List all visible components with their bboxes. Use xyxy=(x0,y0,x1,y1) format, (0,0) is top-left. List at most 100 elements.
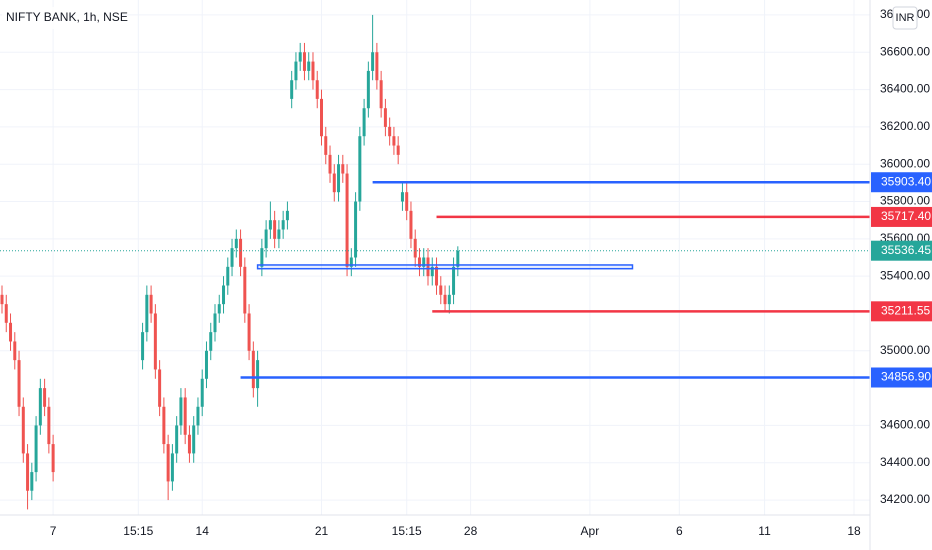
candle-body xyxy=(153,313,157,370)
candle-body xyxy=(311,61,315,81)
candle-body xyxy=(273,220,277,239)
candle-body xyxy=(222,285,226,305)
candle-body xyxy=(328,154,332,174)
candle-body xyxy=(21,406,25,454)
x-tick-label: 15:15 xyxy=(392,524,422,538)
candle-body xyxy=(400,192,404,202)
y-tick-label: 34400.00 xyxy=(880,455,930,469)
candle-body xyxy=(315,80,319,99)
level-label: 35211.55 xyxy=(881,303,930,317)
candle-body xyxy=(456,250,460,267)
candle-body xyxy=(379,80,383,109)
candle-body xyxy=(277,229,281,239)
candle-body xyxy=(294,61,298,81)
y-tick-label: 34600.00 xyxy=(880,418,930,432)
candle-body xyxy=(243,266,247,314)
candle-body xyxy=(162,406,166,445)
currency-box[interactable] xyxy=(892,6,918,30)
candle-body xyxy=(405,192,409,211)
candle-body xyxy=(375,52,379,81)
candle-body xyxy=(422,257,426,267)
candle-body xyxy=(430,266,434,277)
candle-body xyxy=(247,313,251,351)
candle-body xyxy=(324,136,328,155)
x-tick-label: 21 xyxy=(315,524,329,538)
level-label: 34856.90 xyxy=(881,370,931,384)
candle-body xyxy=(47,406,51,445)
level-label: 35717.40 xyxy=(881,209,931,223)
candle-body xyxy=(366,70,370,109)
candle-body xyxy=(192,425,196,454)
candle-body xyxy=(383,108,387,127)
candle-body xyxy=(170,453,174,482)
last-price-box xyxy=(871,240,932,261)
x-tick-label: 7 xyxy=(50,524,57,538)
x-tick-label: 14 xyxy=(196,524,210,538)
candle-body xyxy=(226,266,230,286)
y-tick-label: 36200.00 xyxy=(880,119,930,133)
candle-body xyxy=(251,350,255,389)
x-tick-label: Apr xyxy=(581,524,600,538)
candle-body xyxy=(285,210,289,221)
x-tick-label: 11 xyxy=(758,524,771,538)
candle-body xyxy=(281,220,285,230)
candle-body xyxy=(341,164,345,174)
candle-body xyxy=(443,294,447,305)
candle-body xyxy=(141,332,145,361)
candle-body xyxy=(417,257,421,267)
candle-body xyxy=(0,294,4,305)
chart-title: NIFTY BANK, 1h, NSE xyxy=(6,10,128,24)
candle-body xyxy=(196,406,200,426)
candle-body xyxy=(260,248,264,267)
candle-body xyxy=(230,248,234,267)
candle-body xyxy=(30,472,34,491)
candle-body xyxy=(145,294,149,333)
candle-body xyxy=(204,350,208,379)
y-tick-label: 35000.00 xyxy=(880,343,930,357)
candle-body xyxy=(426,257,430,277)
candle-body xyxy=(4,304,8,323)
candle-body xyxy=(320,98,323,137)
y-tick-label: 35800.00 xyxy=(880,194,930,208)
candle-body xyxy=(234,238,238,249)
candle-body xyxy=(51,444,55,473)
level-box xyxy=(871,172,932,193)
candle-body xyxy=(358,136,362,202)
zone xyxy=(256,264,634,270)
level-box xyxy=(871,367,932,388)
y-tick-label: 36600.00 xyxy=(880,44,930,58)
candle-body xyxy=(175,425,179,454)
candle-body xyxy=(349,257,353,267)
candle-body xyxy=(26,453,30,491)
last-price-label: 35536.45 xyxy=(881,243,931,257)
x-tick-label: 6 xyxy=(676,524,683,538)
candle-body xyxy=(439,285,443,295)
candle-body xyxy=(187,434,191,454)
y-tick-label: 36400.00 xyxy=(880,82,930,96)
candle-body xyxy=(290,80,294,99)
candle-body xyxy=(452,266,456,295)
candle-body xyxy=(392,136,396,146)
candle-body xyxy=(166,444,170,482)
candle-body xyxy=(302,52,306,71)
y-tick-label: 35400.00 xyxy=(880,268,930,282)
candle-body xyxy=(435,266,439,286)
candle-body xyxy=(307,61,311,71)
candle-body xyxy=(209,332,213,351)
candle-body xyxy=(13,341,17,361)
candle-body xyxy=(9,322,13,342)
candle-body xyxy=(158,369,162,407)
candle-body xyxy=(38,388,42,426)
x-tick-label: 28 xyxy=(464,524,478,538)
candle-body xyxy=(17,360,21,407)
x-tick-label: 18 xyxy=(847,524,861,538)
candle-body xyxy=(332,173,336,193)
candle-body xyxy=(298,52,302,62)
candle-body xyxy=(43,388,47,407)
candle-body xyxy=(34,425,38,473)
candle-body xyxy=(264,229,268,249)
candle-body xyxy=(179,397,183,426)
candle-body xyxy=(213,313,217,333)
